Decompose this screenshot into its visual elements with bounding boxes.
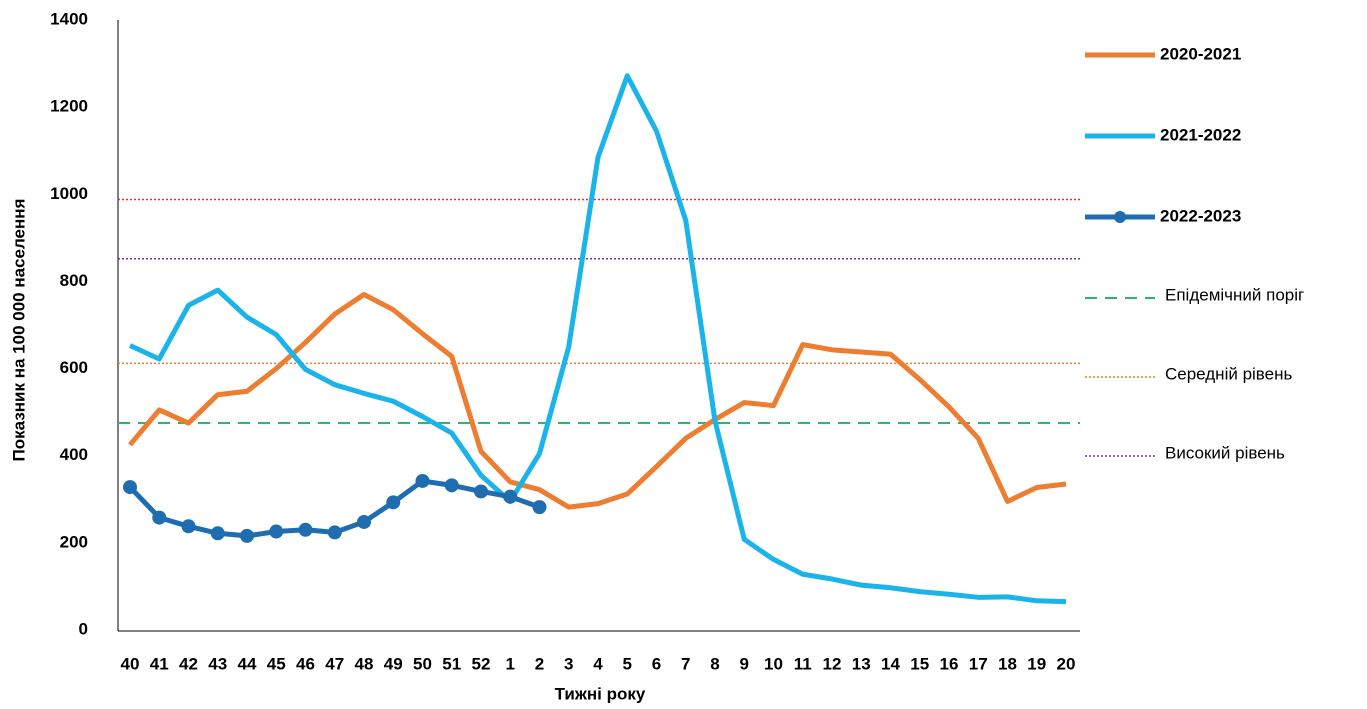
y-axis-title: Показник на 100 000 населення: [9, 199, 28, 462]
x-tick-label: 51: [442, 654, 461, 673]
x-tick-label: 4: [593, 654, 603, 673]
x-tick-label: 12: [823, 654, 842, 673]
y-tick-label: 1200: [50, 97, 88, 116]
x-tick-label: 48: [355, 654, 374, 673]
x-tick-label: 14: [881, 654, 900, 673]
x-tick-label: 7: [681, 654, 690, 673]
point: [532, 500, 547, 515]
point: [357, 514, 371, 529]
point: [181, 519, 196, 534]
point: [269, 524, 284, 539]
x-tick-label: 45: [267, 654, 286, 673]
x-tick-label: 13: [852, 654, 871, 673]
y-tick-label: 1400: [50, 9, 88, 28]
x-tick-label: 17: [969, 654, 988, 673]
point: [474, 484, 488, 499]
x-tick-label: 1: [506, 654, 515, 673]
point: [240, 528, 254, 543]
x-tick-label: 18: [998, 654, 1017, 673]
legend-label: 2020-2021: [1160, 44, 1241, 63]
x-axis-title: Тижні року: [555, 684, 646, 703]
y-tick-label: 1000: [50, 184, 88, 203]
point: [327, 525, 342, 540]
point: [444, 478, 459, 493]
x-tick-label: 3: [564, 654, 573, 673]
x-tick-label: 43: [208, 654, 227, 673]
point: [123, 480, 137, 495]
series-line: [128, 292, 1067, 510]
legend-label: Середній рівень: [1165, 364, 1292, 383]
legend-marker: [1114, 211, 1126, 223]
y-tick-label: 800: [60, 271, 88, 290]
x-tick-label: 47: [325, 654, 344, 673]
point: [210, 526, 225, 541]
point: [386, 495, 401, 510]
x-tick-label: 8: [710, 654, 719, 673]
x-tick-label: 44: [238, 654, 257, 673]
point: [415, 473, 430, 488]
x-tick-label: 9: [740, 654, 749, 673]
x-tick-label: 46: [296, 654, 315, 673]
y-tick-label: 600: [60, 358, 88, 377]
series-line: [128, 73, 1067, 605]
legend-label: Епідемічний поріг: [1165, 285, 1304, 304]
x-tick-label: 15: [910, 654, 929, 673]
legend-label: 2022-2023: [1160, 206, 1241, 225]
y-tick-label: 200: [60, 532, 88, 551]
x-tick-label: 10: [764, 654, 783, 673]
x-tick-label: 49: [384, 654, 403, 673]
x-tick-label: 52: [472, 654, 491, 673]
x-tick-label: 40: [121, 654, 140, 673]
x-tick-label: 16: [940, 654, 959, 673]
x-tick-label: 19: [1027, 654, 1046, 673]
x-tick-label: 41: [150, 654, 169, 673]
x-tick-label: 11: [794, 654, 812, 673]
x-tick-label: 6: [652, 654, 661, 673]
point: [298, 522, 313, 537]
point: [503, 489, 518, 504]
x-tick-label: 2: [535, 654, 544, 673]
legend-label: Високий рівень: [1165, 443, 1285, 462]
x-tick-label: 42: [179, 654, 198, 673]
point: [152, 510, 167, 525]
x-tick-label: 50: [413, 654, 432, 673]
y-tick-label: 0: [79, 619, 88, 638]
legend-label: 2021-2022: [1160, 125, 1241, 144]
y-tick-label: 400: [60, 445, 88, 464]
x-tick-label: 20: [1057, 654, 1076, 673]
x-tick-label: 5: [623, 654, 632, 673]
